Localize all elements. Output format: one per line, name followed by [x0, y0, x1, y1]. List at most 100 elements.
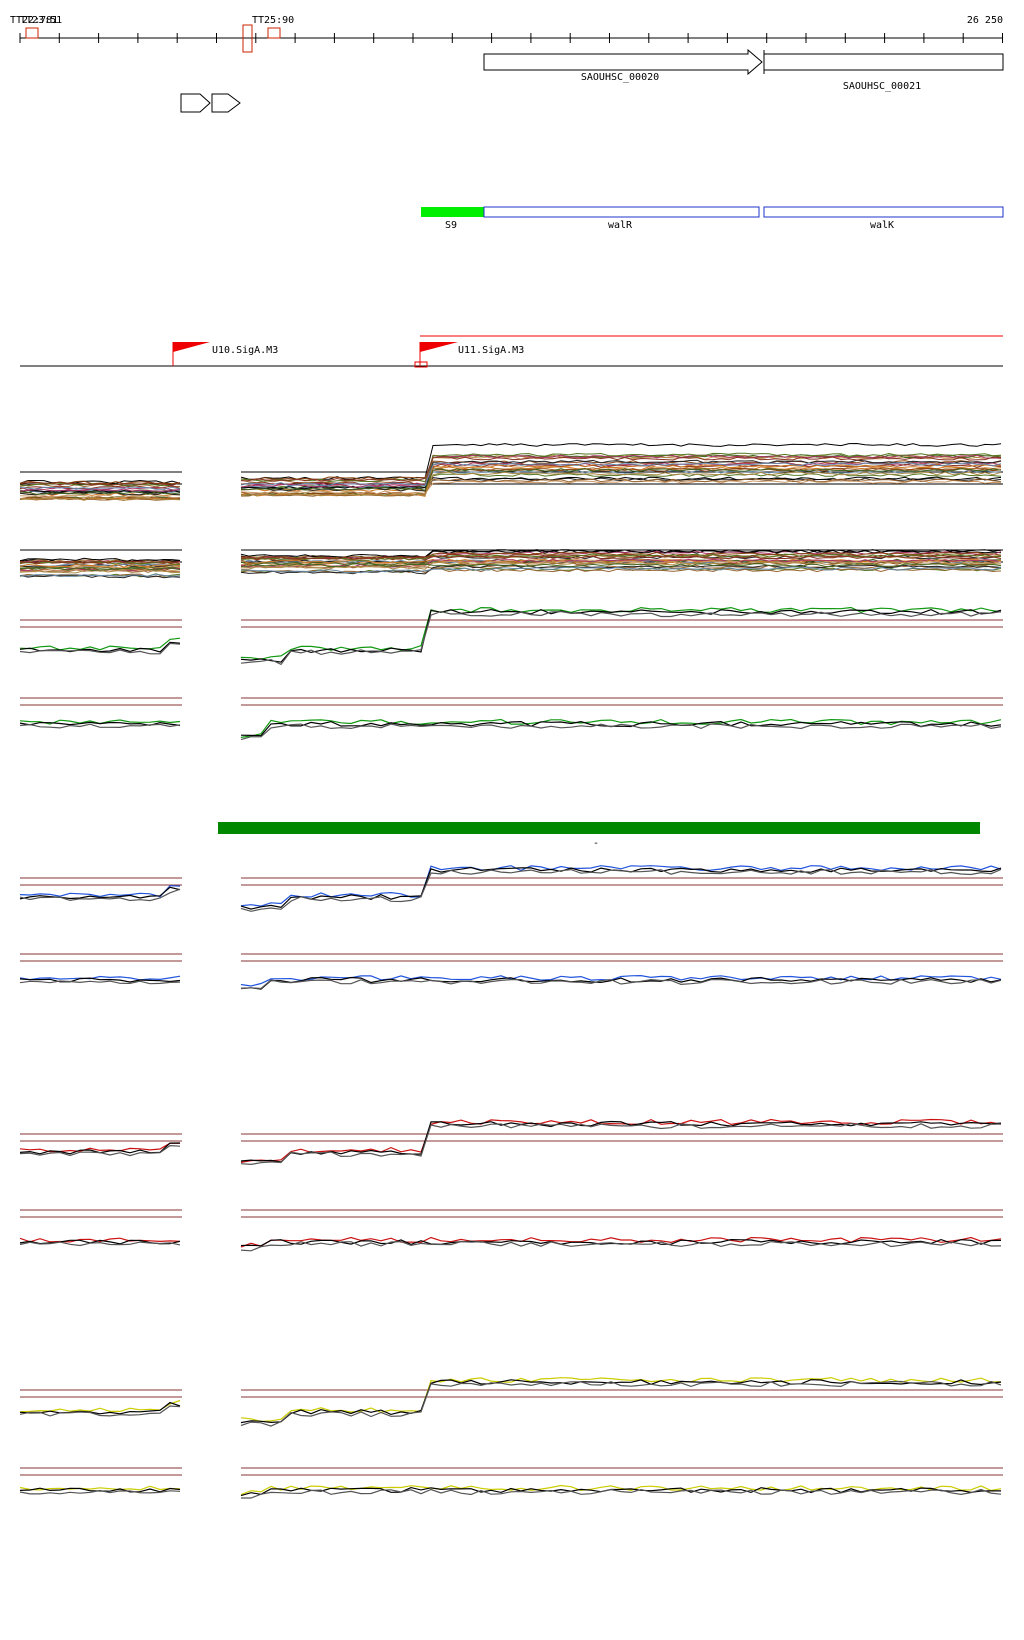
promoter-track: U10.SigA.M3 U11.SigA.M3: [20, 335, 1003, 368]
signal-line: [240, 454, 1002, 488]
promoter-label: U10.SigA.M3: [212, 345, 278, 356]
transcript-label: S9: [445, 220, 457, 231]
ruler-left-label: TT22:781: [10, 15, 58, 26]
transcript-label: walR: [608, 220, 633, 231]
signal-line: [19, 488, 181, 492]
signal-line: [19, 1485, 181, 1491]
signal-line: [240, 1122, 1002, 1166]
signal-line: [19, 885, 181, 898]
signal-line: [240, 560, 1002, 569]
signal-line: [240, 1236, 1002, 1248]
signal-line: [19, 496, 181, 500]
track-red-2: [19, 1209, 1003, 1252]
track-multi-2: [19, 549, 1003, 579]
signal-line: [240, 866, 1002, 910]
signal-line: [240, 608, 1002, 663]
signal-line: [19, 479, 181, 484]
track-yellow-1: [19, 1376, 1003, 1427]
gene-arrow[interactable]: [483, 48, 763, 76]
track-blue-1: [19, 865, 1003, 912]
transcript-track: S9 walR walK: [421, 206, 1004, 231]
signal-line: [19, 637, 181, 651]
signal-line: [240, 472, 1002, 489]
promoter-mark: [414, 361, 428, 368]
track-multi-1: [19, 442, 1003, 502]
track-yellow-2: [19, 1467, 1003, 1499]
ruler-mark: [267, 27, 281, 39]
signal-line: [19, 491, 181, 495]
signal-line: [240, 566, 1002, 574]
signal-line: [19, 975, 181, 981]
track-green-1: [19, 606, 1003, 666]
ruler-ticks: [19, 33, 1003, 43]
signal-line: [240, 720, 1002, 737]
small-feature-arrow[interactable]: [211, 93, 241, 113]
signal-line: [240, 549, 1002, 558]
signal-line: [240, 976, 1002, 990]
signal-line: [240, 452, 1002, 483]
signal-line: [19, 497, 181, 501]
signal-line: [240, 723, 1002, 741]
signal-line: [240, 469, 1002, 490]
signal-line: [19, 481, 181, 486]
ruler-mark: [25, 27, 39, 39]
signal-line: [240, 1379, 1002, 1424]
signal-line: [240, 718, 1002, 738]
coordinate-ruler: TT22:781 TT23:51 TT25:90 26 250: [10, 15, 1003, 53]
signal-line: [240, 1118, 1002, 1163]
signal-line: [240, 456, 1002, 482]
signal-line: [240, 553, 1002, 561]
track-red-1: [19, 1118, 1003, 1166]
gene-label: SAOUHSC_00020: [581, 72, 659, 83]
signal-line: [19, 563, 181, 568]
signal-line: [241, 555, 1002, 560]
signal-line: [19, 557, 181, 562]
annotation-bar[interactable]: [218, 822, 980, 834]
promoter-flag[interactable]: [173, 342, 210, 352]
signal-line: [240, 442, 1002, 480]
transcript-bar[interactable]: [483, 206, 760, 218]
signal-line: [240, 1380, 1002, 1427]
signal-line: [19, 559, 181, 564]
signal-line: [19, 497, 181, 502]
ruler-mid-label: TT25:90: [252, 15, 294, 26]
signal-line: [19, 494, 180, 499]
signal-line: [19, 977, 181, 983]
transcript-label: walK: [870, 220, 894, 231]
signal-line: [240, 467, 1002, 492]
signal-line: [19, 1405, 181, 1417]
ruler-right-label: 26 250: [967, 15, 1003, 26]
signal-line: [240, 563, 1002, 568]
signal-line: [241, 1488, 1002, 1499]
ruler-left-label: TT23:51: [20, 15, 62, 26]
signal-line: [240, 1376, 1002, 1423]
signal-line: [19, 486, 181, 490]
expression-tracks: [19, 442, 1003, 1499]
small-feature-arrow[interactable]: [180, 93, 211, 113]
ruler-mark: [242, 24, 253, 53]
transcript-bar[interactable]: [763, 206, 1004, 218]
signal-line: [19, 1241, 181, 1247]
track-blue-2: [19, 953, 1003, 990]
signal-line: [19, 1144, 181, 1157]
signal-line: [240, 558, 1002, 566]
gene-arrow[interactable]: [763, 53, 1004, 71]
signal-line: [240, 478, 1002, 497]
signal-line: [240, 978, 1002, 990]
signal-line: [19, 573, 181, 577]
signal-line: [240, 551, 1002, 561]
signal-line: [240, 1486, 1001, 1497]
promoter-label: U11.SigA.M3: [458, 345, 524, 356]
signal-line: [240, 1240, 1002, 1252]
signal-line: [19, 1489, 181, 1495]
signal-line: [19, 561, 181, 565]
signal-line: [240, 479, 1002, 495]
signal-line: [19, 888, 181, 902]
signal-line: [19, 980, 181, 985]
signal-line: [240, 471, 1002, 497]
transcript-bar[interactable]: [421, 207, 484, 217]
promoter-flag[interactable]: [420, 342, 458, 352]
signal-line: [240, 865, 1002, 907]
gene-label: SAOUHSC_00021: [843, 81, 921, 92]
